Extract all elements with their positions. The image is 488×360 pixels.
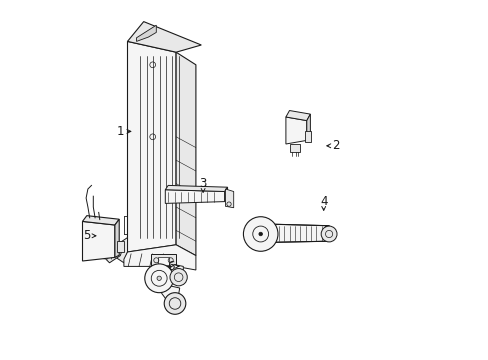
Polygon shape [127, 22, 201, 52]
Polygon shape [289, 144, 300, 152]
Text: 3: 3 [199, 177, 206, 190]
Circle shape [258, 232, 262, 236]
Circle shape [157, 276, 161, 280]
Polygon shape [165, 190, 224, 203]
Polygon shape [224, 187, 227, 202]
Circle shape [243, 217, 277, 251]
Text: 4: 4 [319, 195, 327, 208]
Polygon shape [176, 52, 196, 256]
Polygon shape [117, 241, 123, 252]
Polygon shape [115, 219, 119, 257]
Polygon shape [306, 114, 310, 140]
Text: 2: 2 [332, 139, 339, 152]
Polygon shape [123, 245, 196, 270]
Polygon shape [165, 185, 227, 192]
Text: 6: 6 [166, 260, 174, 273]
Polygon shape [127, 41, 176, 252]
Polygon shape [325, 226, 332, 241]
Polygon shape [102, 238, 123, 263]
Polygon shape [82, 221, 115, 261]
Polygon shape [136, 25, 156, 41]
Circle shape [144, 264, 173, 293]
Polygon shape [162, 284, 179, 301]
Polygon shape [167, 265, 183, 285]
Polygon shape [158, 257, 168, 265]
Polygon shape [151, 254, 176, 266]
Polygon shape [285, 117, 306, 144]
Polygon shape [305, 131, 310, 142]
Polygon shape [225, 189, 233, 208]
Polygon shape [285, 111, 310, 121]
Polygon shape [113, 238, 127, 263]
Text: 1: 1 [116, 125, 124, 138]
Text: 5: 5 [83, 229, 90, 242]
Polygon shape [275, 224, 328, 242]
Circle shape [321, 226, 336, 242]
Polygon shape [268, 226, 278, 241]
Circle shape [170, 269, 187, 286]
Polygon shape [82, 216, 119, 225]
Circle shape [164, 293, 185, 314]
